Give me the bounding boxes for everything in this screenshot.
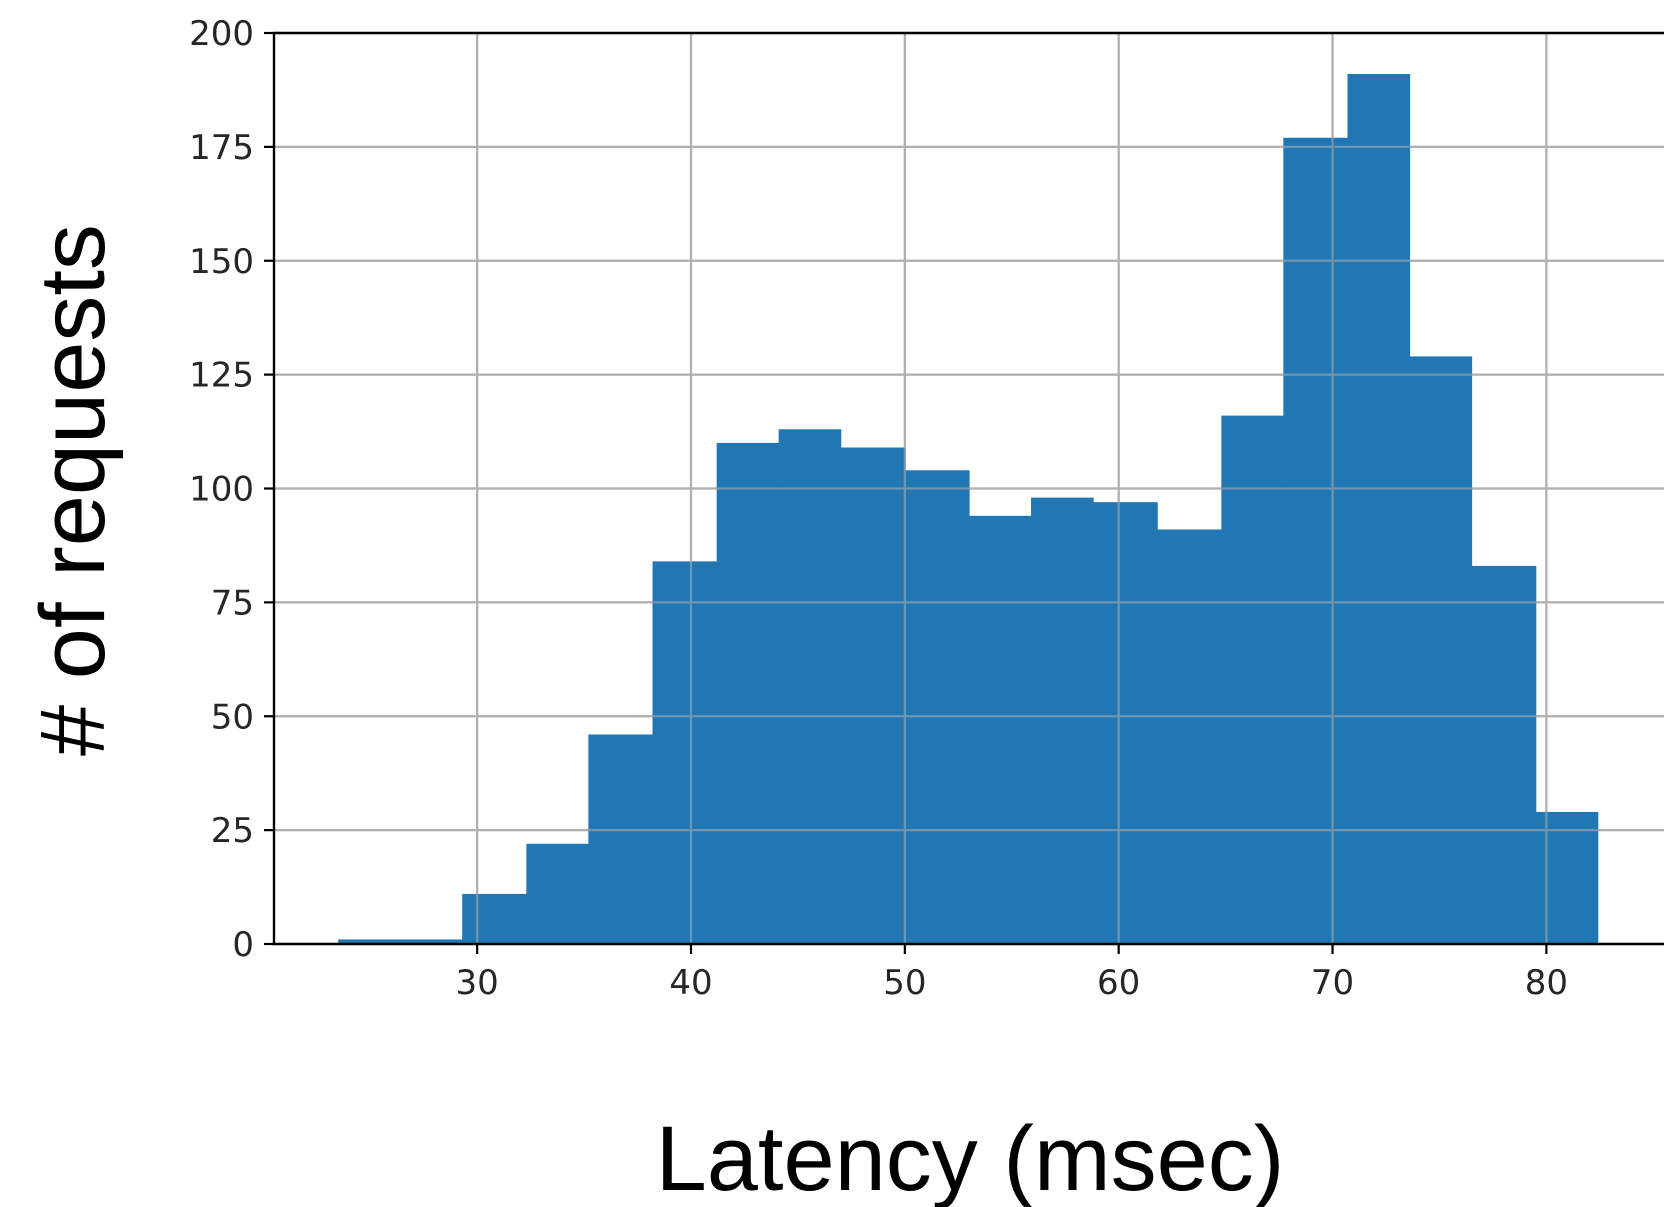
- x-tick-label: 80: [1525, 963, 1568, 1003]
- histogram-bar: [1535, 811, 1599, 944]
- histogram-bar: [526, 843, 589, 944]
- histogram-bar: [1157, 529, 1222, 944]
- y-tick-label: 150: [189, 242, 254, 282]
- histogram-bar: [716, 442, 780, 944]
- histogram-bar: [969, 515, 1032, 944]
- histogram-bar: [840, 447, 906, 944]
- histogram-bar: [904, 470, 970, 944]
- y-tick-label: 100: [189, 470, 254, 510]
- x-tick-label: 40: [669, 963, 712, 1003]
- histogram-bar: [338, 939, 401, 944]
- tick-labels: 0 25 50 75 100 125 150 175 200 30 40 50 60 70 80: [189, 14, 1568, 1003]
- histogram-bar: [652, 561, 718, 944]
- histogram-bar: [778, 429, 842, 944]
- y-tick-label: 175: [189, 128, 254, 168]
- histogram-bar: [1409, 356, 1473, 944]
- histogram-bar: [1221, 415, 1284, 944]
- x-axis-title: Latency (msec): [656, 1108, 1285, 1207]
- x-tick-label: 70: [1311, 963, 1354, 1003]
- histogram-bar: [1093, 502, 1158, 944]
- y-tick-label: 200: [189, 14, 254, 54]
- histogram-bar: [400, 939, 463, 944]
- y-tick-label: 125: [189, 356, 254, 396]
- y-axis-title: # of requests: [22, 224, 124, 756]
- histogram-bar: [588, 734, 654, 944]
- x-tick-label: 60: [1097, 963, 1140, 1003]
- x-tick-label: 30: [456, 963, 499, 1003]
- y-tick-label: 25: [211, 811, 254, 851]
- x-tick-label: 50: [883, 963, 926, 1003]
- y-tick-label: 0: [232, 925, 254, 965]
- histogram-bar: [1471, 565, 1537, 944]
- y-tick-label: 50: [211, 697, 254, 737]
- y-tick-label: 75: [211, 583, 254, 623]
- histogram-bars: [338, 73, 1599, 945]
- axes: [264, 31, 1664, 954]
- histogram-bar: [1031, 497, 1094, 944]
- histogram-bar: [1283, 137, 1349, 944]
- histogram-bar: [462, 893, 527, 944]
- histogram-bar: [1347, 73, 1411, 945]
